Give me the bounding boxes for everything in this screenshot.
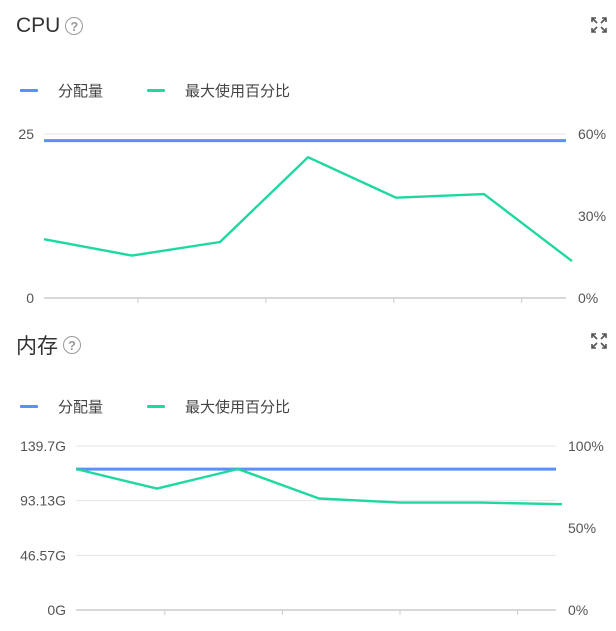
memory-panel: 内存 ? 分配量 最大使用百分比 139.7G 93.13G 46.57G 0G 100…: [0, 316, 616, 631]
legend-item-allocation[interactable]: 分配量: [20, 80, 103, 101]
cpu-right-tick-label: 0%: [578, 290, 598, 306]
question-circle-icon[interactable]: ?: [65, 17, 84, 35]
memory-right-tick-label: 50%: [568, 520, 596, 536]
legend-item-max-usage[interactable]: 最大使用百分比: [147, 80, 290, 101]
expand-icon[interactable]: [590, 332, 608, 350]
cpu-title-text: CPU: [16, 14, 61, 37]
cpu-chart: 25 0 60% 30% 0%: [18, 126, 606, 306]
memory-left-tick-label: 0G: [47, 602, 66, 618]
cpu-series-max-usage-line: [43, 155, 573, 263]
cpu-right-tick-label: 30%: [578, 208, 606, 224]
memory-title: 内存 ?: [16, 330, 81, 360]
memory-right-tick-label: 100%: [568, 438, 604, 454]
memory-series-max-usage-line: [75, 467, 563, 506]
legend-item-allocation[interactable]: 分配量: [20, 396, 103, 417]
memory-left-tick-label: 139.7G: [20, 438, 66, 454]
legend-label-max-usage: 最大使用百分比: [185, 399, 291, 416]
question-circle-icon[interactable]: ?: [63, 336, 81, 354]
cpu-left-tick-label: 0: [26, 290, 34, 306]
legend-label-allocation: 分配量: [58, 83, 104, 100]
cpu-panel: CPU ? 分配量 最大使用百分比 25 0 60% 30% 0%: [0, 0, 616, 315]
memory-right-tick-label: 0%: [568, 602, 588, 618]
memory-title-text: 内存: [16, 335, 58, 358]
legend-swatch-allocation: [20, 405, 38, 408]
cpu-legend: 分配量 最大使用百分比: [20, 80, 334, 101]
cpu-title: CPU ?: [16, 14, 84, 38]
memory-legend: 分配量 最大使用百分比: [20, 396, 334, 417]
expand-icon[interactable]: [590, 16, 608, 34]
memory-left-tick-label: 46.57G: [20, 547, 66, 563]
legend-label-max-usage: 最大使用百分比: [185, 83, 291, 100]
memory-chart: 139.7G 93.13G 46.57G 0G 100% 50% 0%: [20, 438, 604, 618]
legend-label-allocation: 分配量: [58, 399, 104, 416]
legend-swatch-allocation: [20, 89, 38, 92]
legend-swatch-max-usage: [147, 89, 166, 92]
legend-item-max-usage[interactable]: 最大使用百分比: [147, 396, 290, 417]
cpu-right-tick-label: 60%: [578, 126, 606, 142]
memory-left-tick-label: 93.13G: [20, 493, 66, 509]
legend-swatch-max-usage: [147, 405, 166, 408]
cpu-left-tick-label: 25: [18, 126, 34, 142]
